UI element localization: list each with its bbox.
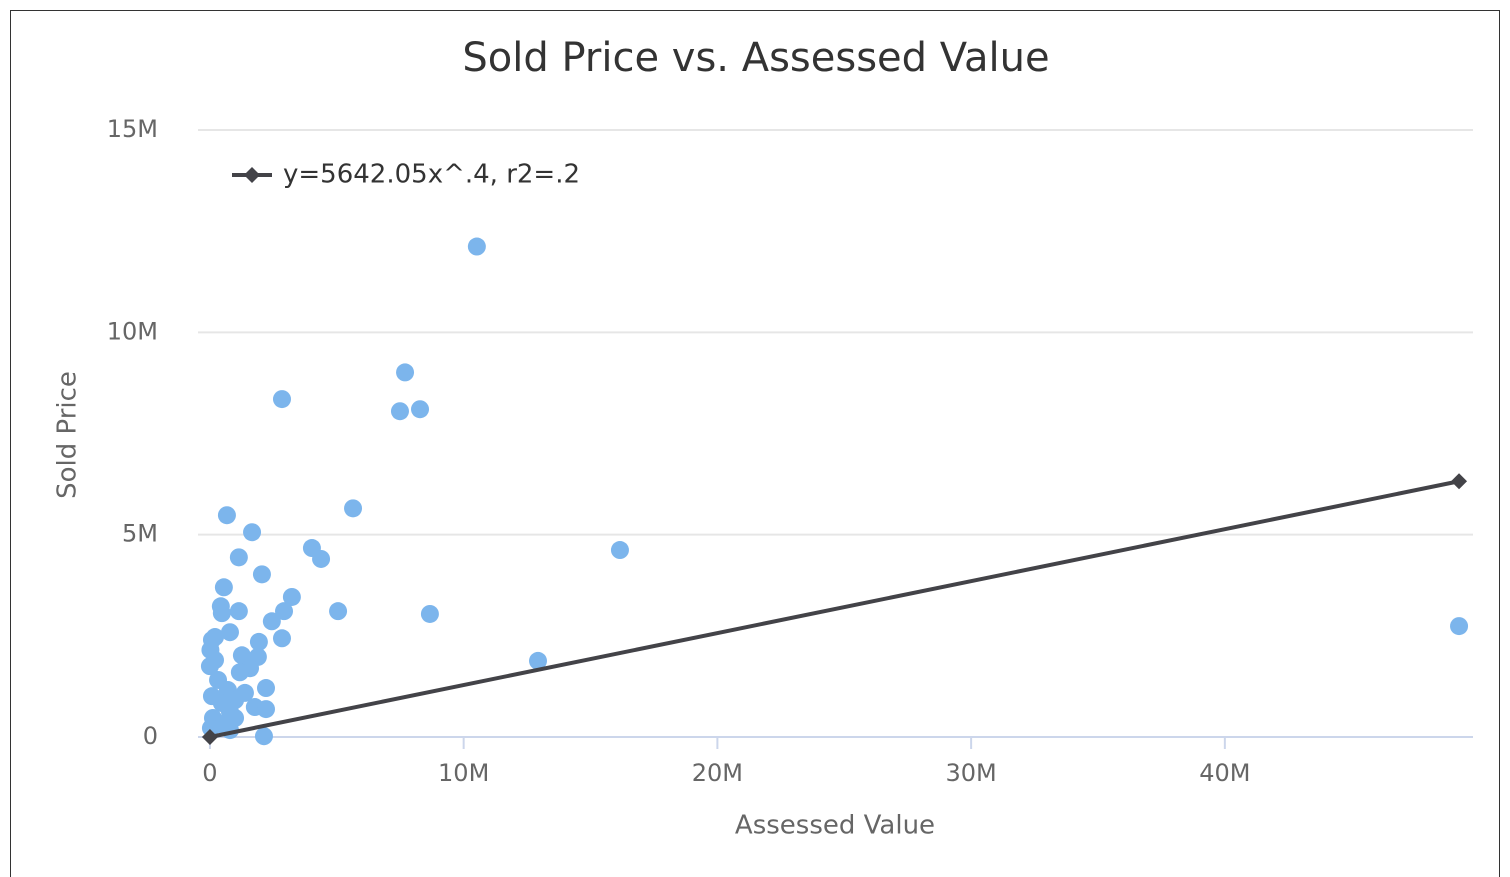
scatter-point <box>272 390 291 409</box>
chart-title: Sold Price vs. Assessed Value <box>462 35 1049 81</box>
trend-line <box>209 479 1460 739</box>
y-tick-label: 10M <box>107 317 158 345</box>
scatter-point <box>229 548 248 567</box>
scatter-point <box>390 402 409 421</box>
scatter-point <box>420 604 439 623</box>
scatter-point <box>282 587 301 606</box>
x-tick-label: 30M <box>945 759 996 787</box>
scatter-point <box>610 541 629 560</box>
scatter-point <box>1450 617 1469 636</box>
y-axis-title: Sold Price <box>53 371 83 499</box>
x-tick-label: 10M <box>438 759 489 787</box>
scatter-point <box>220 623 239 642</box>
scatter-point <box>257 679 275 698</box>
scatter-point <box>217 506 236 525</box>
scatter-point <box>257 700 275 719</box>
scatter-point <box>529 651 547 670</box>
scatter-point <box>329 602 348 621</box>
scatter-point <box>312 549 331 568</box>
legend-label: y=5642.05x^.4, r2=.2 <box>283 160 580 190</box>
scatter-point <box>229 602 248 621</box>
scatter-point <box>232 646 251 665</box>
x-axis-title: Assessed Value <box>735 811 935 841</box>
scatter-point <box>200 657 219 676</box>
scatter-point <box>230 663 249 682</box>
y-tick-label: 0 <box>143 722 158 750</box>
scatter-point <box>275 602 294 621</box>
scatter-point <box>254 727 273 746</box>
scatter-point <box>411 400 430 419</box>
scatter-point <box>249 632 268 651</box>
legend-symbol-marker <box>244 167 260 183</box>
scatter-point <box>344 499 363 518</box>
chart-border <box>10 10 1500 877</box>
scatter-point <box>212 604 231 623</box>
scatter-point <box>252 565 271 584</box>
scatter-point <box>272 629 291 648</box>
trend-marker <box>1451 473 1468 490</box>
x-tick-label: 20M <box>692 759 743 787</box>
scatter-point <box>262 612 281 631</box>
y-tick-label: 5M <box>122 520 158 548</box>
scatter-point <box>214 578 233 597</box>
scatter-point <box>467 237 486 256</box>
scatter-point <box>396 363 415 382</box>
y-tick-label: 15M <box>107 115 158 143</box>
x-tick-label: 40M <box>1199 759 1250 787</box>
x-tick-label: 0 <box>202 759 217 787</box>
scatter-point <box>243 523 262 542</box>
trend-marker <box>201 729 218 745</box>
